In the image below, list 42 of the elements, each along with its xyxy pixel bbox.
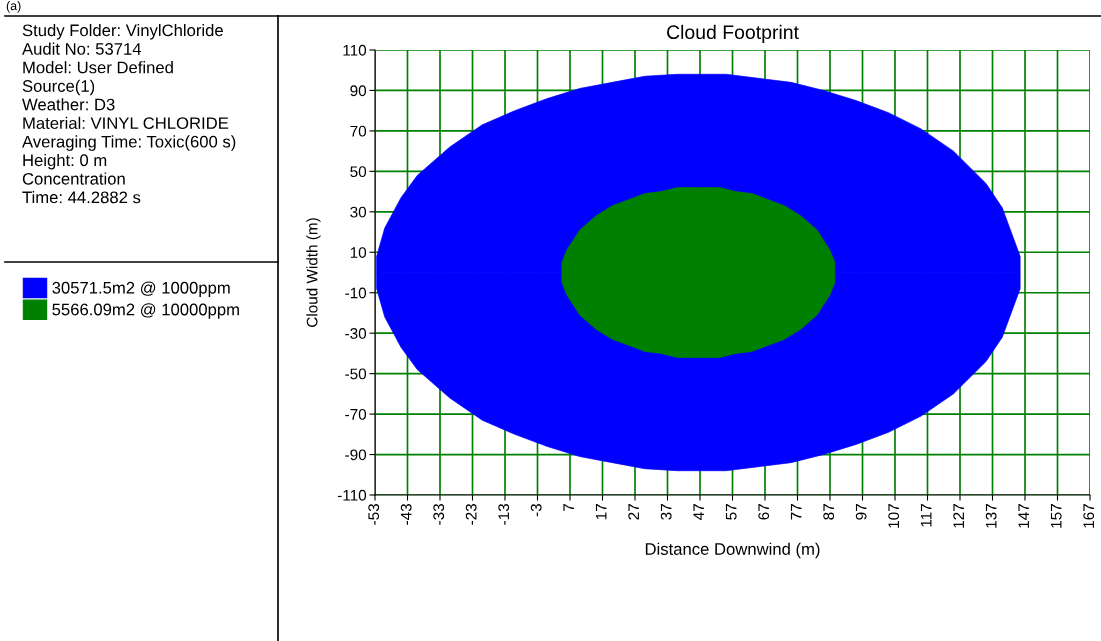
x-tick-label: 117	[920, 504, 932, 527]
x-tick-label: 167	[1083, 504, 1095, 528]
x-axis-title: Distance Downwind (m)	[645, 542, 820, 559]
x-tick-label: 27	[628, 504, 639, 520]
x-tick-label: -43	[400, 504, 412, 525]
y-tick-label: -10	[345, 287, 367, 299]
x-tick-label: -53	[368, 504, 380, 525]
x-tick-label: 57	[725, 504, 737, 520]
x-tick-label: 7	[563, 504, 574, 512]
legend-label: 5566.09m2 @ 10000ppm	[52, 303, 239, 319]
legend-label: 30571.5m2 @ 1000ppm	[52, 281, 230, 297]
y-tick-label: 30	[350, 206, 367, 218]
x-tick-label: 97	[855, 504, 867, 520]
y-tick-label: 50	[350, 166, 367, 178]
x-tick-label: 37	[660, 504, 672, 520]
y-tick-label: -30	[345, 328, 367, 339]
y-tick-label: 90	[350, 85, 367, 97]
x-tick-label: 17	[595, 504, 607, 520]
x-tick-label: 87	[823, 504, 835, 520]
y-tick-label: -90	[345, 449, 367, 461]
y-tick-label: 70	[350, 125, 367, 137]
chart-title: Cloud Footprint	[667, 24, 799, 43]
x-tick-label: 77	[790, 504, 802, 520]
text: (a)	[6, 1, 21, 13]
x-tick-label: 137	[985, 504, 997, 528]
y-tick-label: -50	[345, 368, 367, 380]
x-tick-label: 157	[1050, 504, 1062, 528]
x-tick-label: 147	[1018, 504, 1029, 528]
x-tick-label: -3	[530, 504, 542, 517]
text: Study Folder: VinylChloride Audit No: 53714 Model: User Defined Source(1) Weather: D3 Material: VINYL CHLORIDE Averaging Time: Toxic(600 s) Height: 0 m Concentration Time: 44.2882 s	[22, 24, 236, 204]
x-tick-label: 47	[693, 504, 704, 520]
x-tick-label: 107	[888, 504, 900, 528]
x-tick-label: -23	[465, 504, 477, 525]
y-tick-label: -110	[337, 489, 367, 501]
y-tick-label: -70	[345, 408, 367, 420]
x-tick-label: -33	[433, 504, 445, 525]
x-tick-label: 67	[758, 504, 770, 520]
y-tick-label: 10	[350, 247, 367, 258]
y-axis-title: Cloud Width (m)	[306, 218, 321, 327]
x-tick-label: -13	[498, 504, 510, 525]
x-tick-label: 127	[953, 504, 964, 528]
y-tick-label: 110	[343, 44, 367, 56]
